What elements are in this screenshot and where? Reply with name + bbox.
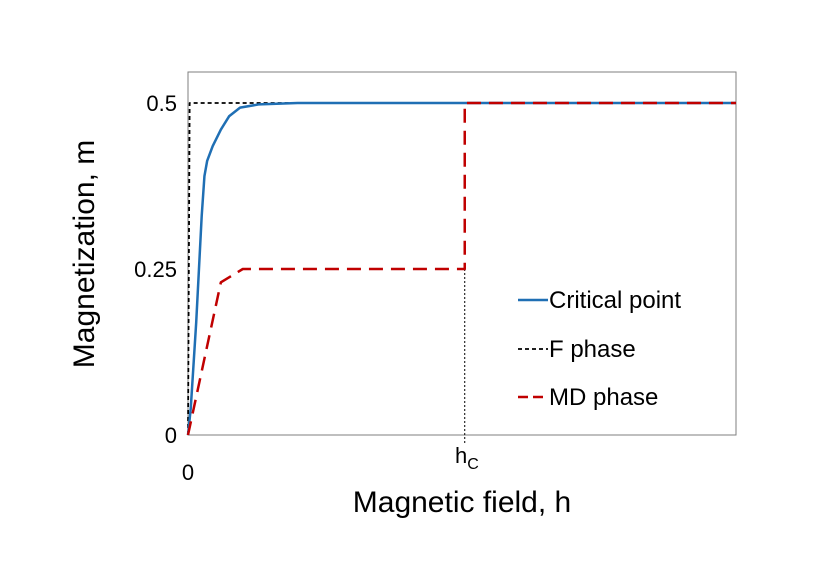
legend-label-critical-point: Critical point bbox=[549, 287, 681, 314]
x-axis-label: Magnetic field, h bbox=[353, 486, 571, 519]
y-tick-label: 0.5 bbox=[146, 91, 177, 116]
y-tick-label: 0 bbox=[165, 423, 177, 448]
hc-tick-label: hC bbox=[455, 443, 479, 473]
hc-label-main: h bbox=[455, 443, 467, 468]
hc-label-sub: C bbox=[467, 456, 479, 473]
y-axis-label: Magnetization, m bbox=[68, 140, 101, 368]
legend-label-f-phase: F phase bbox=[549, 336, 636, 363]
x-tick-label: 0 bbox=[182, 460, 194, 485]
series-line-md-phase bbox=[186, 101, 736, 436]
legend: Critical point F phase MD phase bbox=[518, 287, 681, 411]
series-line-critical-point bbox=[186, 101, 736, 436]
plot-area bbox=[187, 71, 737, 436]
y-tick-label: 0.25 bbox=[134, 257, 177, 282]
legend-label-md-phase: MD phase bbox=[549, 384, 658, 411]
